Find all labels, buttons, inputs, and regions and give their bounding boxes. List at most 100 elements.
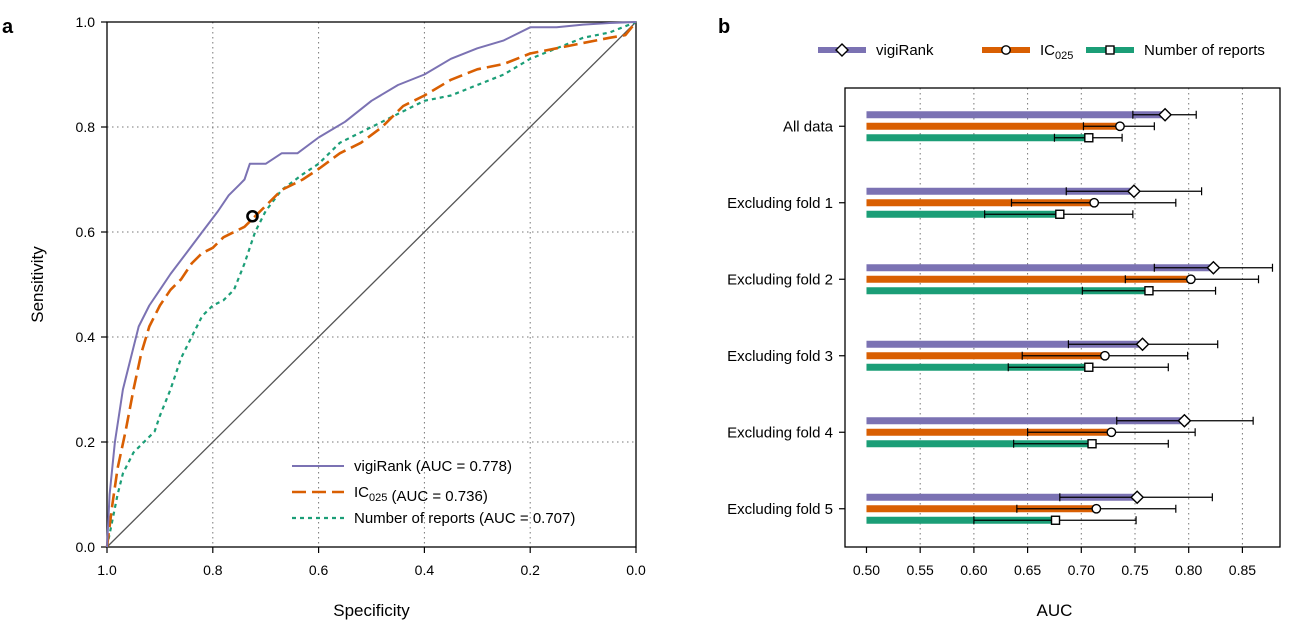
bar-value-marker — [1126, 184, 1141, 199]
bar-number-of-reports — [866, 516, 1056, 524]
bar-x-tick-label: 0.75 — [1121, 562, 1148, 578]
roc-x-axis-label: Specificity — [333, 601, 410, 620]
roc-legend-label-text: vigiRank — [354, 458, 412, 475]
roc-grid — [107, 22, 636, 547]
bar-number-of-reports — [866, 363, 1089, 371]
roc-plot-frame — [106, 21, 637, 548]
bar-value-marker — [1144, 286, 1154, 296]
bar-x-tick-label: 0.60 — [960, 562, 987, 578]
panel-label-b: b — [718, 16, 730, 38]
bar-vigirank — [866, 417, 1185, 425]
roc-x-tick-label: 0.6 — [309, 562, 329, 578]
bar-x-tick-label: 0.80 — [1175, 562, 1202, 578]
bar-legend-marker — [1001, 45, 1011, 55]
bar-legend: vigiRank IC025 Number of reports — [818, 42, 1265, 62]
bar-value-marker — [1158, 107, 1173, 122]
roc-x-tick-label: 0.0 — [626, 562, 646, 578]
bar-legend-label: vigiRank — [876, 42, 934, 59]
roc-y-tick-label: 0.2 — [76, 434, 96, 450]
roc-curve-number-of-reports — [105, 20, 637, 548]
roc-legend-auc: (AUC = 0.778) — [412, 458, 512, 475]
roc-legend-label-subscript: 025 — [369, 492, 387, 504]
bar-x-tick-label: 0.85 — [1229, 562, 1256, 578]
bar-value-marker — [1177, 413, 1192, 428]
roc-legend-label-text: Number of reports — [354, 510, 475, 527]
bar-vigirank — [866, 493, 1138, 501]
bar-value-marker — [1115, 121, 1125, 132]
bar-legend-label-text: Number of reports — [1144, 42, 1265, 59]
panel-label-a: a — [2, 16, 14, 38]
bar-legend-label-subscript: 025 — [1055, 50, 1073, 62]
roc-legend-label: IC025 (AUC = 0.736) — [354, 484, 488, 505]
bar-x-tick-label: 0.55 — [907, 562, 934, 578]
bar-category-label: Excluding fold 2 — [727, 271, 833, 288]
bar-value-marker — [1087, 439, 1097, 449]
bar-plot-frame — [844, 87, 1281, 548]
bar-x-tick-label: 0.50 — [853, 562, 880, 578]
bar-ic025 — [866, 122, 1120, 130]
bar-value-marker — [1089, 197, 1100, 208]
roc-y-tick-label: 0.6 — [76, 224, 96, 240]
bar-value-marker — [1084, 362, 1094, 372]
bar-legend-label: Number of reports — [1144, 42, 1265, 59]
roc-curve-vigirank — [106, 21, 637, 548]
bar-series — [866, 107, 1274, 525]
bar-ic025 — [866, 505, 1097, 513]
bar-category-label: Excluding fold 5 — [727, 501, 833, 518]
bar-category-label: Excluding fold 3 — [727, 348, 833, 365]
bar-legend-label-text: vigiRank — [876, 42, 934, 59]
roc-y-axis-label: Sensitivity — [28, 246, 47, 323]
bar-legend-label-text: IC — [1040, 42, 1055, 59]
bar-x-tick-label: 0.70 — [1068, 562, 1095, 578]
bar-vigirank — [866, 264, 1214, 272]
bar-number-of-reports — [866, 210, 1060, 218]
bar-value-marker — [1100, 350, 1110, 361]
bar-value-marker — [1106, 427, 1117, 438]
roc-x-tick-label: 0.8 — [203, 562, 223, 578]
roc-legend: vigiRank (AUC = 0.778) IC025 (AUC = 0.736… — [292, 458, 575, 527]
roc-legend-auc: (AUC = 0.736) — [387, 488, 487, 505]
roc-y-tick-label: 0.4 — [76, 329, 96, 345]
bar-number-of-reports — [866, 134, 1089, 142]
bar-ic025 — [866, 428, 1112, 436]
bar-value-marker — [1135, 337, 1150, 352]
bar-legend-marker — [835, 43, 849, 57]
roc-legend-label: vigiRank (AUC = 0.778) — [354, 458, 512, 475]
bar-category-label: Excluding fold 4 — [727, 424, 833, 441]
roc-legend-label-text: IC — [354, 484, 369, 501]
roc-x-tick-label: 0.2 — [520, 562, 540, 578]
bar-value-marker — [1091, 503, 1102, 514]
roc-threshold-marker — [246, 209, 259, 223]
bar-ic025 — [866, 199, 1095, 207]
bar-ic025 — [866, 275, 1191, 283]
bar-axis-ticks: 0.50 0.55 0.60 0.65 0.70 0.75 0.80 0.85 All data… — [727, 87, 1281, 578]
roc-y-tick-label: 1.0 — [76, 14, 96, 30]
bar-value-marker — [1206, 260, 1221, 275]
roc-chance-diagonal — [106, 21, 637, 548]
bar-value-marker — [1055, 209, 1065, 219]
bar-ic025 — [866, 352, 1105, 360]
bar-number-of-reports — [866, 440, 1093, 448]
bar-category-label: All data — [783, 118, 834, 135]
bar-x-tick-label: 0.65 — [1014, 562, 1041, 578]
bar-grid — [919, 88, 1243, 547]
bar-value-marker — [1050, 515, 1061, 525]
roc-curves — [105, 20, 638, 548]
roc-curve-ic025 — [105, 21, 638, 548]
roc-legend-auc: (AUC = 0.707) — [475, 510, 575, 527]
bar-category-label: Excluding fold 1 — [727, 195, 833, 212]
roc-axis-ticks: 1.0 0.8 0.6 0.4 0.2 0.0 0.0 0.2 0.4 0.6 0.8 1.0 — [76, 14, 646, 578]
bar-value-marker — [1130, 490, 1145, 505]
bar-vigirank — [866, 111, 1166, 119]
bar-legend-label: IC025 — [1040, 42, 1073, 62]
roc-y-tick-label: 0.8 — [76, 119, 96, 135]
bar-value-marker — [1185, 274, 1196, 285]
bar-legend-marker — [1105, 45, 1115, 55]
bar-x-axis-label: AUC — [1036, 601, 1072, 620]
roc-y-tick-label: 0.0 — [76, 539, 96, 555]
roc-legend-label: Number of reports (AUC = 0.707) — [354, 510, 575, 527]
roc-panel: a 1.0 0.8 0.6 0.4 0.2 0.0 0.0 0.2 0.4 0.6 0.8 1.0 v… — [2, 14, 646, 620]
bar-value-marker — [1084, 133, 1094, 143]
bar-vigirank — [866, 340, 1143, 348]
